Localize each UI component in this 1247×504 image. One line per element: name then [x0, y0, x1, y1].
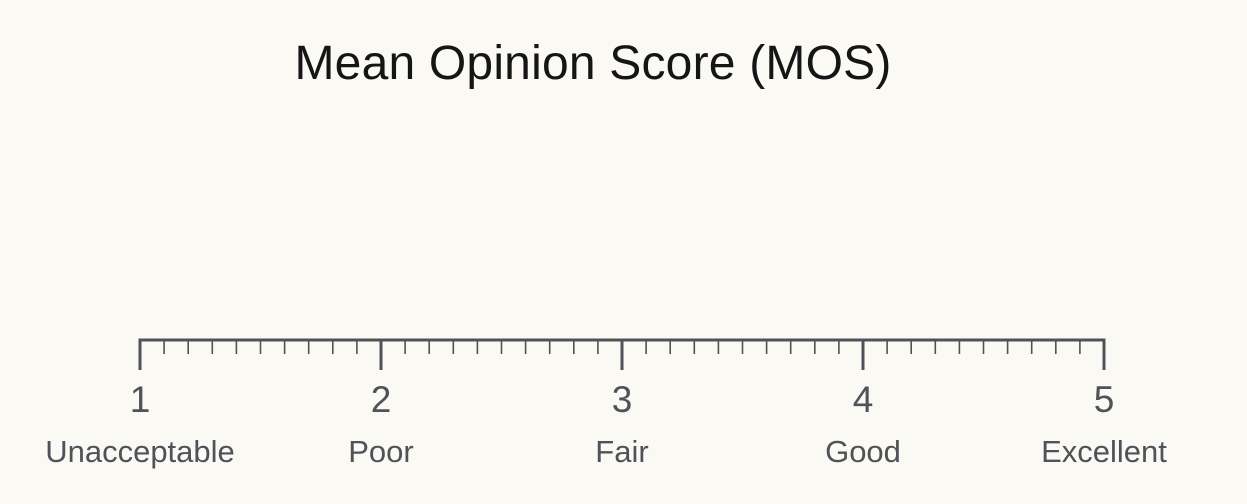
- scale-label: Poor: [348, 434, 413, 469]
- scale-label: Excellent: [1041, 434, 1167, 469]
- scale-label: Fair: [595, 434, 648, 469]
- page-title: Mean Opinion Score (MOS): [294, 37, 892, 90]
- scale-number: 3: [612, 379, 633, 420]
- scale-number: 4: [853, 379, 874, 420]
- scale-label: Unacceptable: [45, 434, 235, 469]
- scale-number: 1: [130, 379, 151, 420]
- scale-label: Good: [825, 434, 901, 469]
- scale-number: 5: [1094, 379, 1115, 420]
- scale-number: 2: [371, 379, 392, 420]
